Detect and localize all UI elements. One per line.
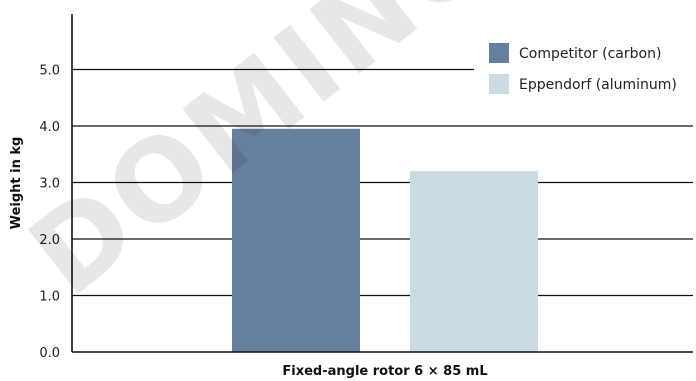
legend-label-0: Competitor (carbon): [519, 46, 661, 62]
y-axis-ticks: 0.0 1.0 2.0 3.0 4.0 5.0: [39, 64, 60, 362]
y-axis-title: Weight in kg: [9, 137, 24, 230]
x-axis-title: Fixed-angle rotor 6 × 85 mL: [282, 364, 487, 379]
gridlines: [72, 68, 693, 297]
legend-swatch-1: [489, 74, 509, 94]
y-tick-label-5: 5.0: [39, 64, 60, 79]
bars: [232, 128, 538, 352]
y-tick-label-3: 3.0: [39, 177, 60, 192]
legend-swatch-0: [489, 43, 509, 63]
legend-label-1: Eppendorf (aluminum): [519, 77, 677, 93]
bar-eppendorf: [410, 171, 538, 352]
y-tick-label-4: 4.0: [39, 120, 60, 135]
bar-competitor: [232, 128, 360, 352]
legend: Competitor (carbon) Eppendorf (aluminum): [489, 43, 677, 94]
y-tick-label-1: 1.0: [39, 290, 60, 305]
y-tick-label-2: 2.0: [39, 233, 60, 248]
y-tick-label-0: 0.0: [39, 346, 60, 361]
